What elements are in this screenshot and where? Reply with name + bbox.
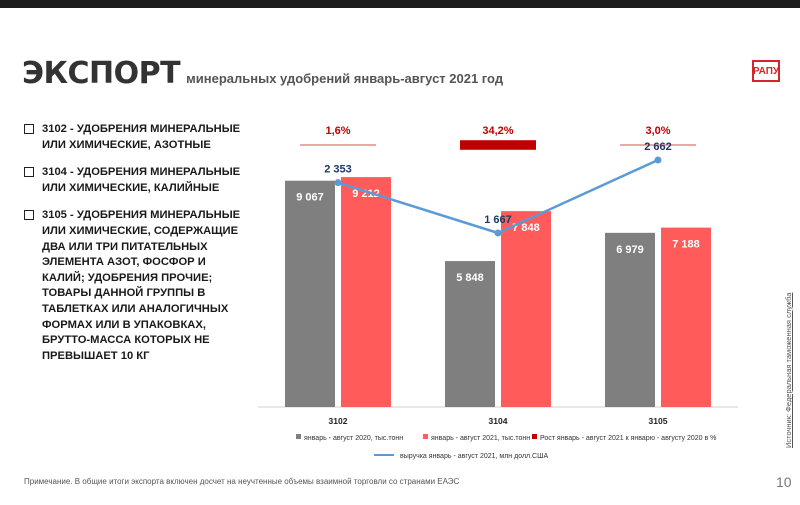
list-item-text: 3104 - УДОБРЕНИЯ МИНЕРАЛЬНЫЕ ИЛИ ХИМИЧЕС… — [42, 166, 241, 194]
list-item: 3104 - УДОБРЕНИЯ МИНЕРАЛЬНЫЕ ИЛИ ХИМИЧЕС… — [24, 165, 244, 196]
bar — [341, 177, 391, 407]
checkbox-icon — [24, 167, 34, 178]
bar-value-label: 9 067 — [296, 192, 324, 204]
legend-swatch — [532, 434, 537, 439]
top-bar — [0, 0, 800, 8]
legend-label: Рост январь - август 2021 к январю - авг… — [540, 435, 716, 442]
growth-marker — [460, 140, 536, 150]
bar — [605, 232, 655, 407]
growth-marker — [300, 144, 376, 146]
growth-marker — [620, 144, 696, 146]
legend-label: выручка январь - август 2021, млн долл.С… — [400, 453, 549, 460]
bar — [661, 227, 711, 407]
bar — [285, 180, 335, 407]
legend-label: январь - август 2021, тыс.тонн — [431, 435, 530, 442]
legend-label: январь - август 2020, тыс.тонн — [304, 435, 403, 442]
bar-value-label: 9 212 — [352, 188, 380, 200]
revenue-label: 2 662 — [644, 141, 672, 153]
page-number: 10 — [776, 474, 792, 490]
revenue-point — [334, 179, 342, 187]
checkbox-icon — [24, 124, 34, 134]
product-code-list: 3102 - УДОБРЕНИЯ МИНЕРАЛЬНЫЕ ИЛИ ХИМИЧЕС… — [24, 122, 244, 376]
legend-swatch — [296, 434, 301, 439]
growth-label: 34,2% — [482, 125, 513, 137]
category-label: 3104 — [489, 416, 508, 426]
bar-value-label: 7 188 — [672, 239, 700, 251]
growth-label: 3,0% — [645, 125, 670, 137]
growth-label: 1,6% — [325, 125, 350, 137]
bar-value-label: 5 848 — [456, 272, 484, 284]
checkbox-icon — [24, 210, 34, 221]
bar-value-label: 6 979 — [616, 244, 644, 256]
revenue-label: 2 353 — [324, 164, 352, 176]
bar — [501, 211, 551, 407]
bar-value-label: 7 848 — [512, 222, 540, 234]
list-item: 3102 - УДОБРЕНИЯ МИНЕРАЛЬНЫЕ ИЛИ ХИМИЧЕС… — [24, 122, 244, 153]
rapu-logo: РАПУ — [752, 60, 780, 82]
revenue-point — [494, 229, 502, 237]
revenue-label: 1 667 — [484, 214, 512, 226]
legend-swatch — [423, 434, 428, 439]
list-item: 3105 - УДОБРЕНИЯ МИНЕРАЛЬНЫЕ ИЛИ ХИМИЧЕС… — [24, 208, 244, 364]
category-label: 3105 — [649, 416, 668, 426]
category-label: 3102 — [329, 416, 348, 426]
header: ЭКСПОРТ минеральных удобрений январь-авг… — [22, 56, 503, 91]
bar — [445, 261, 495, 407]
source-note: Источник: Федеральная таможенная служба — [784, 292, 793, 448]
list-item-text: 3105 - УДОБРЕНИЯ МИНЕРАЛЬНЫЕ ИЛИ ХИМИЧЕС… — [42, 209, 241, 362]
footnote: Примечание. В общие итоги экспорта включ… — [24, 477, 460, 486]
page-title: ЭКСПОРТ — [22, 56, 181, 91]
revenue-point — [654, 156, 662, 164]
page-subtitle: минеральных удобрений январь-август 2021… — [186, 71, 504, 86]
list-item-text: 3102 - УДОБРЕНИЯ МИНЕРАЛЬНЫЕ ИЛИ ХИМИЧЕС… — [42, 123, 241, 151]
